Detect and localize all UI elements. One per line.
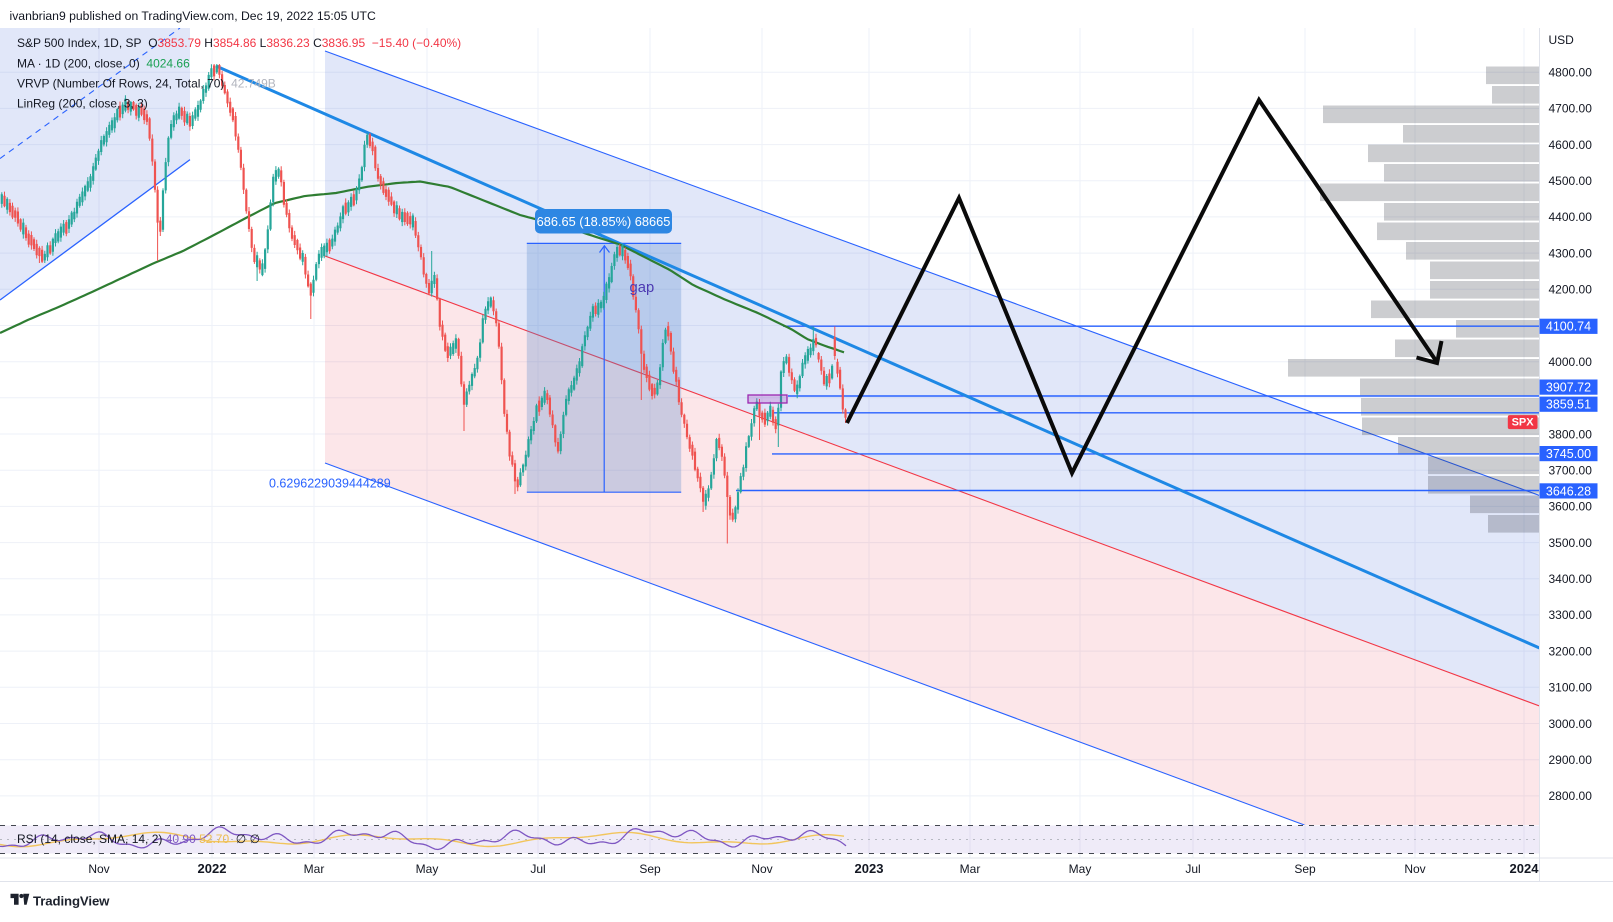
svg-text:2023: 2023: [855, 861, 884, 876]
svg-text:gap: gap: [630, 280, 655, 296]
svg-text:4800.00: 4800.00: [1549, 66, 1593, 80]
svg-text:3907.72: 3907.72: [1546, 381, 1591, 395]
svg-text:3400.00: 3400.00: [1549, 572, 1593, 586]
svg-text:LinReg (200, close, 3, 3): LinReg (200, close, 3, 3): [17, 97, 148, 111]
svg-text:ivanbrian9 published on Tradin: ivanbrian9 published on TradingView.com,…: [10, 9, 377, 23]
svg-text:Nov: Nov: [1404, 862, 1425, 876]
svg-text:3859.51: 3859.51: [1546, 398, 1591, 412]
svg-text:3200.00: 3200.00: [1549, 644, 1593, 658]
svg-text:Nov: Nov: [751, 862, 772, 876]
svg-text:4100.74: 4100.74: [1546, 320, 1591, 334]
svg-text:Sep: Sep: [1294, 862, 1316, 876]
svg-text:Jul: Jul: [1185, 862, 1200, 876]
svg-text:USD: USD: [1549, 33, 1575, 47]
svg-text:4200.00: 4200.00: [1549, 283, 1593, 297]
svg-text:4500.00: 4500.00: [1549, 174, 1593, 188]
svg-text:Sep: Sep: [639, 862, 661, 876]
svg-text:4700.00: 4700.00: [1549, 102, 1593, 116]
svg-text:May: May: [416, 862, 439, 876]
svg-text:2022: 2022: [198, 861, 227, 876]
svg-text:4000.00: 4000.00: [1549, 355, 1593, 369]
svg-text:3800.00: 3800.00: [1549, 427, 1593, 441]
svg-text:3700.00: 3700.00: [1549, 464, 1593, 478]
svg-text:MA · 1D (200, close, 0) 4024.: MA · 1D (200, close, 0) 4024.66: [17, 57, 190, 71]
svg-text:VRVP (Number Of Rows, 24, Tota: VRVP (Number Of Rows, 24, Total, 70) 42.…: [17, 77, 276, 91]
svg-text:SPX: SPX: [1512, 417, 1535, 429]
svg-text:Jul: Jul: [530, 862, 545, 876]
svg-text:3745.00: 3745.00: [1546, 447, 1591, 461]
svg-text:0.6296229039444289: 0.6296229039444289: [269, 477, 391, 491]
svg-text:4600.00: 4600.00: [1549, 138, 1593, 152]
svg-text:2900.00: 2900.00: [1549, 753, 1593, 767]
svg-text:TradingView: TradingView: [33, 893, 110, 908]
svg-text:RSI (14, close, SMA, 14, 2) 40: RSI (14, close, SMA, 14, 2) 40.90 52.70 …: [17, 832, 260, 846]
svg-text:2800.00: 2800.00: [1549, 789, 1593, 803]
svg-text:3300.00: 3300.00: [1549, 608, 1593, 622]
svg-text:S&P 500 Index, 1D, SP O3853.7: S&P 500 Index, 1D, SP O3853.79 H3854.86 …: [17, 36, 461, 50]
svg-text:4300.00: 4300.00: [1549, 246, 1593, 260]
svg-text:Mar: Mar: [960, 862, 981, 876]
svg-text:2024: 2024: [1510, 861, 1540, 876]
svg-text:3000.00: 3000.00: [1549, 717, 1593, 731]
svg-text:Mar: Mar: [304, 862, 325, 876]
svg-text:3600.00: 3600.00: [1549, 500, 1593, 514]
svg-text:May: May: [1069, 862, 1092, 876]
svg-text:Nov: Nov: [88, 862, 109, 876]
svg-text:4400.00: 4400.00: [1549, 210, 1593, 224]
svg-text:686.65 (18.85%) 68665: 686.65 (18.85%) 68665: [537, 214, 671, 229]
svg-text:3500.00: 3500.00: [1549, 536, 1593, 550]
svg-text:3646.28: 3646.28: [1546, 484, 1591, 498]
svg-text:3100.00: 3100.00: [1549, 681, 1593, 695]
